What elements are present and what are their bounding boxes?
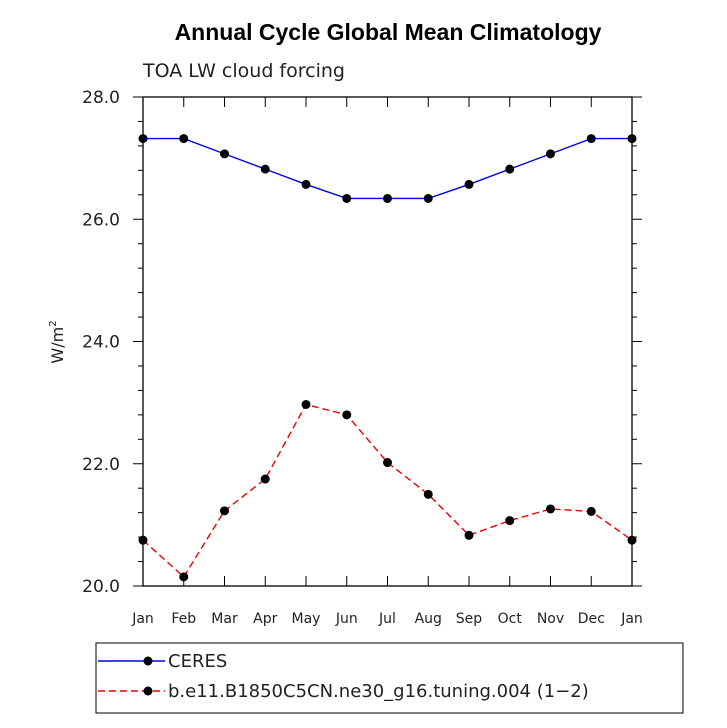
series-0-point	[260, 164, 270, 174]
x-tick-label: Feb	[171, 611, 196, 627]
series-1-point	[546, 504, 555, 514]
series-0-point	[220, 149, 229, 159]
series-1-point	[220, 506, 229, 516]
series-1-point	[505, 516, 515, 526]
chart-subtitle: TOA LW cloud forcing	[142, 60, 345, 82]
x-tick-label: Dec	[578, 611, 605, 627]
y-tick-label: 26.0	[82, 210, 120, 230]
legend-marker-ceres	[143, 656, 153, 666]
series-0-point	[301, 179, 311, 189]
series-0-point	[383, 193, 392, 203]
chart-title: Annual Cycle Global Mean Climatology	[175, 19, 602, 45]
series-1-point	[383, 458, 392, 468]
x-tick-label: Jun	[335, 611, 358, 627]
y-axis-label-superscript: 2	[48, 320, 59, 326]
series-line-1	[142, 403, 633, 578]
series-0-point	[423, 193, 433, 203]
y-tick-label: 28.0	[82, 88, 120, 108]
series-1-point	[423, 489, 433, 499]
series-0-point	[342, 193, 352, 203]
legend-box	[95, 642, 684, 714]
series-1-point	[260, 474, 270, 484]
series-0-point	[505, 164, 515, 174]
legend-marker-model	[143, 686, 153, 696]
legend-label-ceres: CERES	[168, 651, 227, 672]
x-tick-label: Jul	[378, 611, 396, 627]
y-tick-label: 24.0	[82, 333, 120, 353]
series-0-point	[546, 149, 555, 159]
y-axis-label-text: W/m	[48, 327, 67, 364]
x-tick-label: Oct	[498, 611, 523, 627]
x-tick-label: Sep	[456, 611, 483, 627]
x-tick-label: May	[292, 611, 321, 627]
y-axis-label: W/m2	[48, 320, 67, 363]
y-tick-labels: 20.0 22.0 24.0 26.0 28.0	[82, 88, 120, 597]
series-1-point	[301, 399, 311, 409]
data-series	[138, 134, 637, 582]
x-tick-labels: Jan Feb Mar Apr May Jun Jul Aug Sep Oct Nov Dec Jan	[131, 611, 643, 627]
x-tick-label: Apr	[253, 611, 277, 627]
legend-label-model: b.e11.B1850C5CN.ne30_g16.tuning.004 (1−2…	[168, 681, 589, 702]
series-1-point	[179, 572, 189, 582]
y-tick-label: 22.0	[82, 455, 120, 475]
series-line-0	[143, 137, 632, 200]
series-1-point	[464, 530, 474, 540]
x-tick-label: Jan	[131, 611, 154, 627]
y-tick-label: 20.0	[82, 577, 120, 597]
axis-ticks	[133, 96, 642, 587]
series-0-point	[179, 134, 189, 144]
series-1-point	[342, 410, 352, 420]
series-0-point	[464, 179, 474, 189]
series-1-point	[586, 506, 596, 516]
x-tick-label: Aug	[415, 611, 442, 627]
plot-frame	[142, 96, 633, 587]
legend: CERES b.e11.B1850C5CN.ne30_g16.tuning.00…	[95, 642, 684, 714]
x-tick-label: Jan	[620, 611, 643, 627]
x-tick-label: Mar	[211, 611, 238, 627]
series-0-point	[586, 134, 596, 144]
x-tick-label: Nov	[537, 611, 564, 627]
